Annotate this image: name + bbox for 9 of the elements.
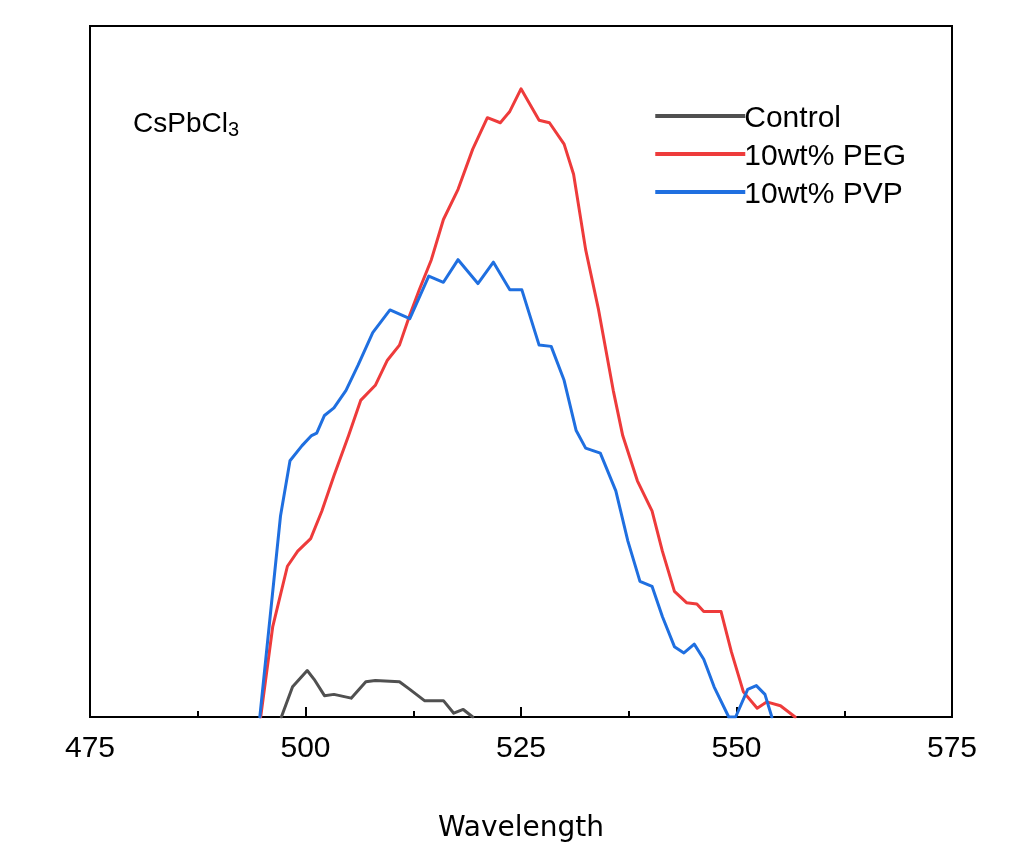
x-tick-label: 500: [280, 729, 331, 763]
x-tick-label: 575: [926, 729, 978, 763]
legend-label: 10wt% PVP: [744, 175, 903, 209]
legend-label: 10wt% PEG: [744, 137, 906, 171]
x-tick-label: 475: [64, 729, 116, 763]
x-axis-title: Wavelength: [437, 809, 605, 843]
x-tick-label: 550: [711, 729, 762, 763]
x-tick-label: 525: [495, 729, 547, 763]
legend-label: Control: [744, 99, 841, 133]
